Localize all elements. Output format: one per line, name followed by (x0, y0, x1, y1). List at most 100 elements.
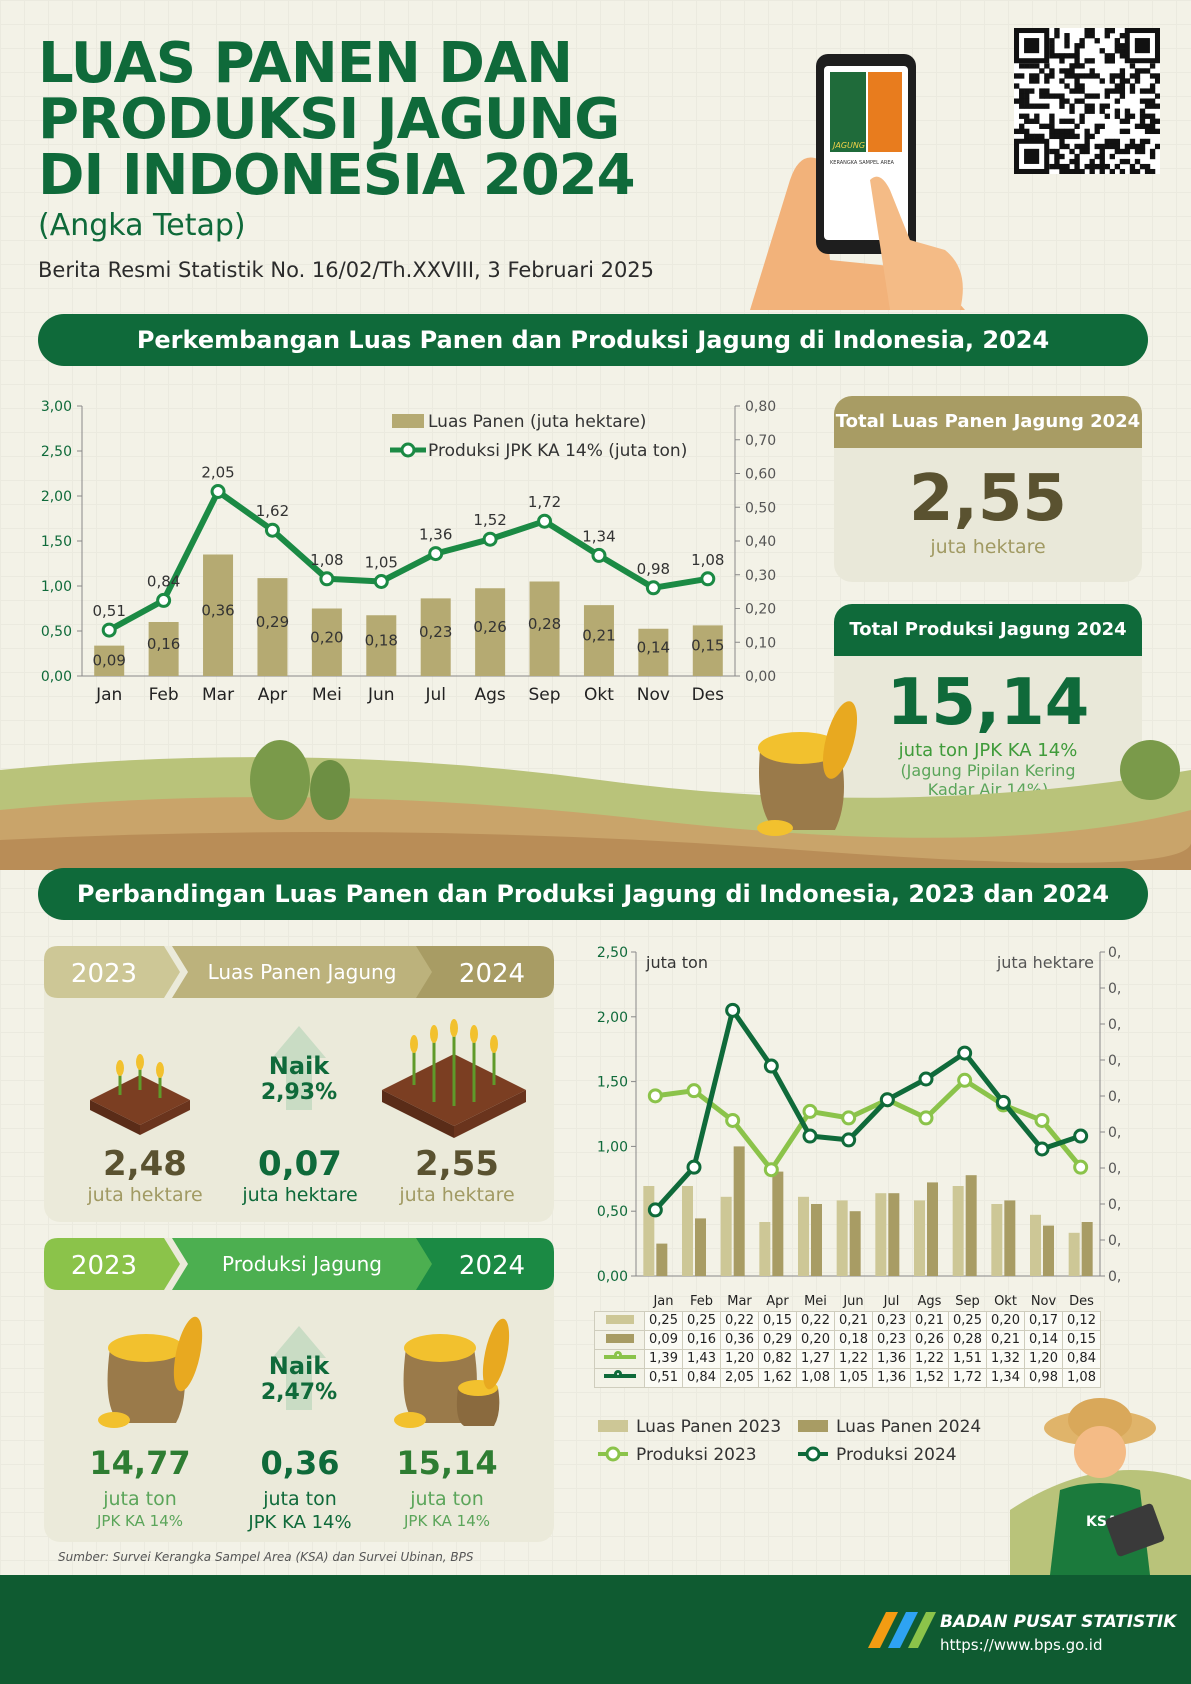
area-2023-bar (798, 1196, 809, 1276)
left-axis-tick: 1,00 (597, 1139, 628, 1155)
legend-marker-prod (400, 442, 416, 458)
footer-bar (0, 1575, 1191, 1684)
table-cell: 0,16 (682, 1329, 721, 1350)
source-note: Sumber: Survei Kerangka Sampel Area (KSA… (58, 1550, 474, 1564)
legend-prod: Produksi JPK KA 14% (juta ton) (428, 441, 687, 461)
production-point-label: 1,52 (473, 511, 506, 529)
production-2024-point (918, 1071, 934, 1087)
legend-area-2023: Luas Panen 2023 (636, 1417, 781, 1437)
left-axis-label: juta ton (645, 953, 708, 972)
compare-prod-left-unit: juta ton (103, 1488, 177, 1510)
compare-prod-diff-unit: juta ton (263, 1488, 337, 1510)
area-2024-bar (656, 1243, 668, 1276)
table-row: 1,39 1,43 1,20 0,82 1,27 1,22 1,36 1,22 1,51 1,32… (594, 1348, 1101, 1369)
production-point (482, 531, 498, 547)
table-row: 0,25 0,25 0,22 0,15 0,22 0,21 0,23 0,21 0,25 0,20… (594, 1310, 1101, 1331)
area-bar (148, 622, 179, 676)
left-axis-tick: 0,00 (597, 1269, 628, 1285)
compare-area-left-value: 2,48 (103, 1144, 187, 1184)
table-row: 0,51 0,84 2,05 1,62 1,08 1,05 1,36 1,52 1,72 1,34… (594, 1367, 1101, 1388)
compare-area-left-unit: juta hektare (87, 1184, 203, 1206)
table-cell: 0,25 (644, 1310, 683, 1331)
legend-swatch-area-2023 (598, 1420, 628, 1432)
right-axis-tick: 0,80 (1108, 981, 1120, 997)
total-prod-unit: juta ton JPK KA 14% (898, 740, 1078, 761)
table-cell: 1,51 (948, 1348, 987, 1369)
production-point (156, 592, 172, 608)
footer-url[interactable]: https://www.bps.go.id (940, 1636, 1103, 1654)
left-axis-tick: 1,50 (597, 1075, 628, 1091)
production-2023-point (1073, 1159, 1089, 1175)
production-point (101, 622, 117, 638)
production-2023-point (957, 1072, 973, 1088)
table-cell: 1,08 (1062, 1367, 1101, 1388)
area-bar (257, 578, 288, 676)
production-point-label: 1,34 (582, 527, 615, 545)
table-cell: 0,25 (948, 1310, 987, 1331)
title-line-1: LUAS PANEN DAN (38, 31, 573, 96)
legend-swatch-area-2024 (798, 1420, 828, 1432)
table-cell: 0,28 (948, 1329, 987, 1350)
table-cell: 1,52 (910, 1367, 949, 1388)
production-point (645, 580, 661, 596)
production-2023-point (918, 1110, 934, 1126)
title-line-2: PRODUKSI JAGUNG (38, 87, 620, 152)
table-cell: 0,15 (1062, 1329, 1101, 1350)
qr-code[interactable] (1014, 28, 1160, 174)
corn-sack-icon (757, 701, 858, 836)
left-axis-tick: 3,00 (41, 399, 72, 415)
production-point (428, 546, 444, 562)
section-banner-trend: Perkembangan Luas Panen dan Produksi Jag… (38, 314, 1148, 366)
legend-swatch-area (392, 414, 424, 428)
area-2024-bar (811, 1204, 822, 1276)
legend-prod-2024: Produksi 2024 (836, 1445, 957, 1465)
production-2023-point (841, 1110, 857, 1126)
footer-org: BADAN PUSAT STATISTIK (940, 1612, 1177, 1632)
area-bar (311, 608, 342, 676)
compare-prod-year-left: 2023 (71, 1251, 137, 1281)
category-label: Apr (258, 685, 287, 705)
right-axis-tick: 0,60 (745, 467, 776, 483)
table-cell: 1,62 (758, 1367, 797, 1388)
table-cell: 0,23 (872, 1310, 911, 1331)
area-bar-label: 0,09 (93, 652, 126, 670)
category-label: Okt (584, 685, 614, 705)
monthly-trend-chart: 0,00 0,50 1,00 1,50 2,00 2,50 3,00 0,00 0,10 0,20… (41, 399, 776, 705)
table-cell: 0,23 (872, 1329, 911, 1350)
table-cell: 0,20 (986, 1310, 1025, 1331)
right-axis-tick: 0,90 (1108, 945, 1120, 961)
right-axis-tick: 0,70 (745, 433, 776, 449)
table-cell: 0,98 (1024, 1367, 1063, 1388)
landscape-illustration (0, 740, 1191, 870)
area-2023-bar (682, 1186, 693, 1276)
table-cell: 1,05 (834, 1367, 873, 1388)
production-2024-point (802, 1128, 818, 1144)
category-label: Ags (474, 685, 505, 705)
total-area-label: Total Luas Panen Jagung 2024 (834, 396, 1142, 448)
area-bar-label: 0,15 (691, 637, 724, 655)
production-point-label: 0,84 (147, 572, 180, 590)
legend-area-2024: Luas Panen 2024 (836, 1417, 981, 1437)
table-cell: 0,22 (796, 1310, 835, 1331)
area-2023-bar (914, 1200, 925, 1276)
left-axis-tick: 0,50 (41, 624, 72, 640)
table-cell: 0,09 (644, 1329, 683, 1350)
compare-prod-left-sub: JPK KA 14% (96, 1512, 183, 1530)
production-2024-point (647, 1202, 663, 1218)
production-2023-point (763, 1162, 779, 1178)
production-point (537, 513, 553, 529)
area-2023-bar (1030, 1214, 1041, 1276)
right-axis-tick: 0,60 (1108, 1053, 1120, 1069)
area-bar (475, 588, 506, 676)
page-subtitle: (Angka Tetap) (38, 208, 246, 243)
table-header-cell: Mar (727, 1293, 752, 1309)
table-header-cell: Sep (955, 1293, 980, 1309)
category-label: Mar (202, 685, 234, 705)
production-point-label: 1,36 (419, 526, 452, 544)
compare-prod-change-pct: 2,47% (260, 1380, 338, 1405)
production-2023-point (725, 1112, 741, 1128)
table-swatch-cell (594, 1348, 645, 1369)
area-bar-label: 0,28 (528, 615, 561, 633)
total-prod-label: Total Produksi Jagung 2024 (834, 604, 1142, 656)
right-axis-tick: 0,10 (745, 635, 776, 651)
